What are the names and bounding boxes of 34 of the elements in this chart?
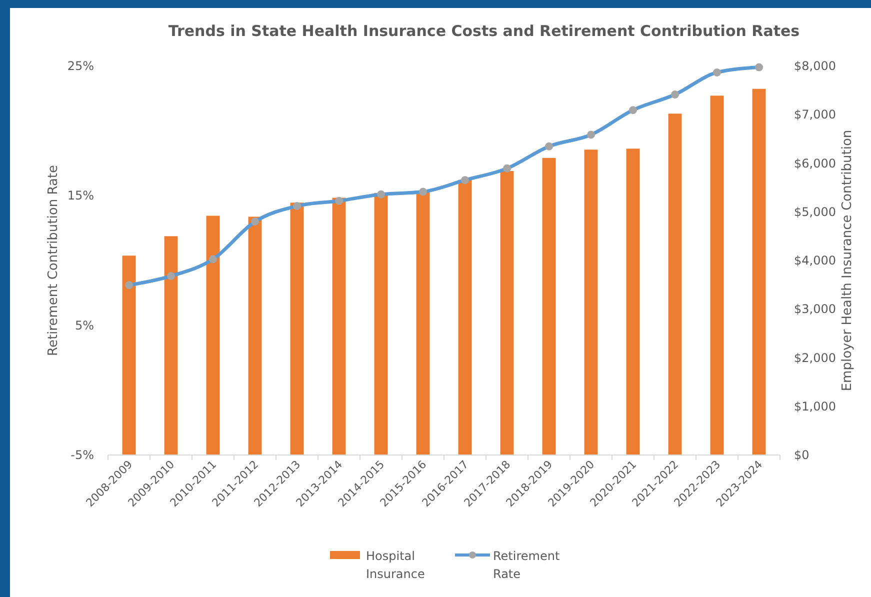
y2-tick-label: $8,000	[794, 59, 836, 73]
bar	[164, 236, 178, 455]
bar	[542, 158, 556, 455]
bar	[416, 190, 430, 455]
legend-label: Retirement Rate	[493, 549, 560, 581]
bar	[626, 148, 640, 455]
y-axis-title: Retirement Contribution Rate	[46, 164, 61, 356]
y2-tick-label: $6,000	[794, 156, 836, 170]
y2-tick-label: $7,000	[794, 108, 836, 122]
y-tick-label: 5%	[74, 318, 94, 332]
y2-axis-title: Employer Health Insurance Contribution	[840, 130, 855, 392]
chart-title: Trends in State Health Insurance Costs and Retirement Contribution Rates	[168, 22, 800, 40]
bar	[206, 216, 220, 455]
y2-tick-label: $2,000	[794, 350, 836, 365]
bar	[332, 198, 346, 455]
bar	[248, 216, 262, 455]
y2-tick-label: $5,000	[794, 204, 836, 219]
bar	[500, 171, 514, 455]
y2-tick-label: $1,000	[794, 399, 836, 414]
bar	[122, 256, 136, 455]
bar	[374, 192, 388, 455]
legend-label: Hospital Insurance	[366, 549, 425, 581]
bar	[458, 180, 472, 455]
y-tick-label: 25%	[67, 59, 94, 73]
y-tick-label: -5%	[70, 448, 94, 462]
y2-tick-label: $3,000	[794, 302, 836, 316]
bar	[668, 114, 682, 455]
bar	[290, 202, 304, 455]
y2-tick-label: $0	[794, 448, 810, 462]
y2-tick-label: $4,000	[794, 254, 836, 268]
y-tick-label: 15%	[67, 188, 94, 203]
bar	[710, 96, 724, 455]
bar	[752, 88, 766, 455]
bar	[584, 150, 598, 455]
